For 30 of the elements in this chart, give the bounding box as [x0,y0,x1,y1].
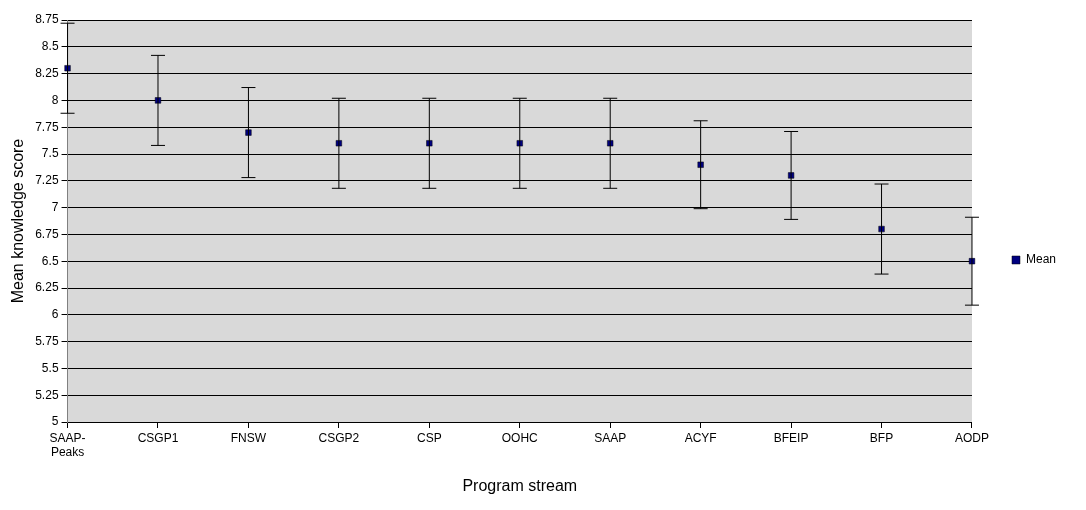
x-tick-label: FNSW [230,430,267,445]
y-tick-label: 6.5 [41,253,59,268]
y-tick-label: 5.75 [35,333,59,348]
y-tick-label: 6 [51,307,59,322]
x-tick-label: ACYF [684,430,717,445]
y-tick-label: 7.5 [41,146,59,161]
y-axis-title: Mean knowledge score [9,138,27,304]
x-tick-label: AODP [954,430,989,445]
y-tick-label: 8 [51,92,59,107]
y-tick-label: 8.25 [35,65,59,80]
y-tick-label: 8.5 [41,39,59,54]
x-tick-label: BFEIP [773,430,809,445]
legend-label: Mean [1025,252,1057,267]
x-tick-label: SAAP [594,430,627,445]
y-tick-label: 6.25 [35,280,59,295]
y-tick-label: 5 [51,414,59,429]
x-tick-label: CSGP2 [318,430,360,445]
y-tick-label: 5.25 [35,387,59,402]
y-tick-label: 7.25 [35,173,59,188]
y-tick-label: 7.75 [35,119,59,134]
y-tick-label: 8.75 [35,12,59,27]
x-tick-label: SAAP-Peaks [49,430,86,459]
y-tick-label: 6.75 [35,226,59,241]
x-tick-label: CSP [416,430,442,445]
x-tick-label: BFP [869,430,894,445]
x-axis-title: Program stream [462,476,578,494]
x-tick-label: CSGP1 [137,430,179,445]
x-tick-label: OOHC [501,430,539,445]
y-tick-label: 5.5 [41,360,59,375]
y-tick-label: 7 [51,199,59,214]
